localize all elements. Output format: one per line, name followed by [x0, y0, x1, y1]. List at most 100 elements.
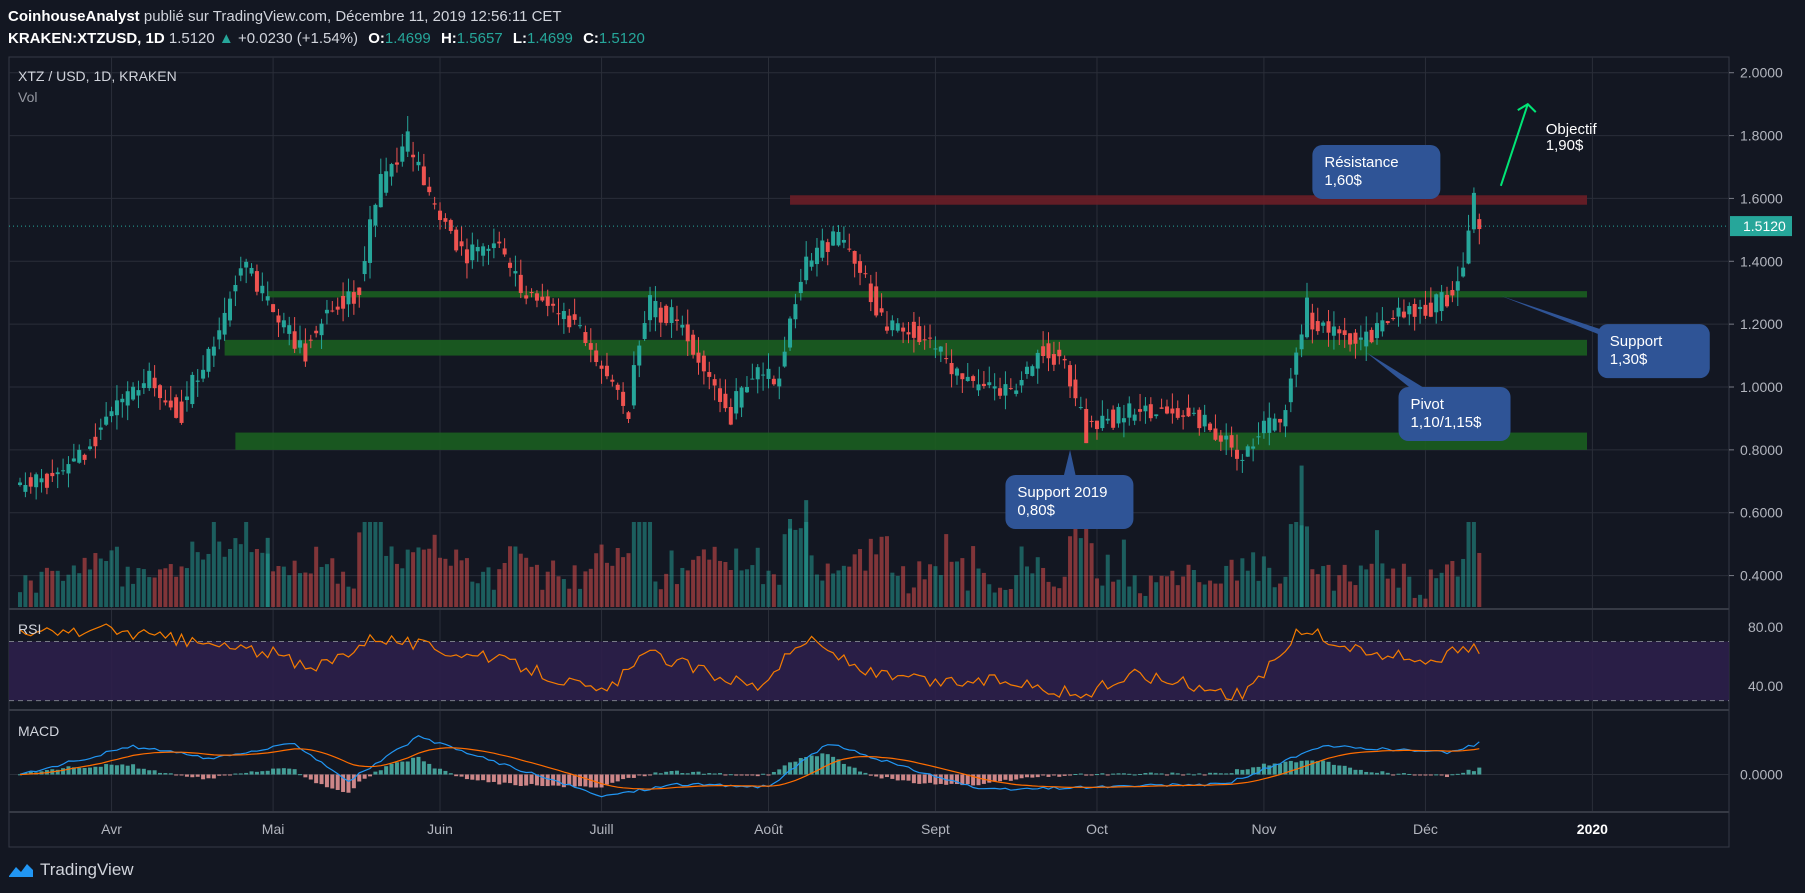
- candle-down: [432, 203, 437, 205]
- candle-up: [766, 368, 771, 379]
- volume-bar: [163, 568, 168, 607]
- volume-bar: [664, 573, 669, 607]
- volume-bar: [1089, 543, 1094, 607]
- candle-down: [583, 332, 588, 343]
- candle-up: [141, 383, 146, 388]
- macd-histogram-bar: [411, 757, 416, 775]
- tradingview-logo-icon[interactable]: [8, 861, 34, 879]
- volume-bar: [631, 522, 636, 607]
- candle-up: [750, 378, 755, 380]
- volume-bar: [1455, 576, 1460, 607]
- volume-bar: [411, 552, 416, 607]
- candle-up: [954, 368, 959, 376]
- candle-up: [195, 380, 200, 382]
- macd-histogram-bar: [1008, 774, 1013, 781]
- x-tick-label: Mai: [262, 821, 285, 837]
- candle-up: [346, 291, 351, 305]
- candle-up: [23, 484, 28, 492]
- candle-down: [464, 249, 469, 264]
- callout-box-resistance: [1312, 145, 1441, 199]
- candle-down: [874, 286, 879, 316]
- macd-histogram-bar: [1229, 773, 1234, 775]
- candle-up: [486, 248, 491, 251]
- candle-down: [567, 315, 572, 328]
- candle-down: [529, 292, 534, 294]
- macd-histogram-bar: [621, 774, 626, 780]
- candle-down: [82, 454, 87, 460]
- symbol-name[interactable]: KRAKEN:XTZUSD, 1D: [8, 30, 165, 47]
- macd-histogram-bar: [1418, 774, 1423, 776]
- macd-histogram-bar: [658, 773, 663, 775]
- macd-histogram-bar: [71, 767, 76, 775]
- publisher-name[interactable]: CoinhouseAnalyst: [8, 8, 140, 25]
- macd-histogram-bar: [949, 774, 954, 784]
- candle-down: [534, 293, 539, 301]
- macd-histogram-bar: [696, 771, 701, 775]
- candle-down: [1450, 289, 1455, 296]
- macd-histogram-bar: [960, 774, 965, 786]
- candle-down: [707, 372, 712, 377]
- candle-up: [1116, 406, 1121, 424]
- low-label: L:: [512, 30, 528, 47]
- candle-down: [691, 334, 696, 355]
- candle-up: [836, 231, 841, 246]
- macd-histogram-bar: [1374, 772, 1379, 775]
- candle-down: [1218, 435, 1223, 442]
- volume-bar: [696, 556, 701, 607]
- volume-bar: [669, 550, 674, 607]
- zone-resistance: [790, 195, 1587, 205]
- volume-bar: [1138, 593, 1143, 607]
- tradingview-brand[interactable]: TradingView: [40, 860, 134, 879]
- candle-up: [1439, 292, 1444, 312]
- macd-histogram-bar: [1444, 774, 1449, 778]
- candle-up: [1078, 407, 1083, 409]
- macd-histogram-bar: [1186, 773, 1191, 775]
- macd-histogram-bar: [1127, 773, 1132, 775]
- macd-histogram-bar: [841, 763, 846, 775]
- macd-histogram-bar: [847, 766, 852, 775]
- candle-down: [1229, 435, 1234, 448]
- candles-layer[interactable]: [18, 116, 1482, 500]
- macd-histogram-bar: [1024, 774, 1029, 778]
- volume-bar: [1283, 576, 1288, 607]
- close-value: 1.5120: [598, 30, 645, 47]
- volume-bar: [1380, 563, 1385, 607]
- macd-histogram-bar: [1353, 769, 1358, 775]
- volume-bar: [1326, 564, 1331, 607]
- macd-histogram-bar: [1304, 760, 1309, 775]
- candle-down: [508, 262, 513, 268]
- macd-histogram-bar: [664, 771, 669, 775]
- price-tick-label: 2.0000: [1740, 65, 1783, 81]
- volume-bar: [292, 560, 297, 607]
- candle-down: [1008, 388, 1013, 390]
- macd-histogram-bar: [88, 767, 93, 775]
- candle-down: [179, 401, 184, 423]
- macd-histogram-bar: [701, 773, 706, 775]
- macd-histogram-bar: [1256, 766, 1261, 775]
- candle-up: [378, 174, 383, 208]
- volume-bar: [319, 566, 324, 607]
- high-value: 1.5657: [456, 30, 503, 47]
- volume-bar: [1401, 563, 1406, 607]
- macd-histogram-bar: [195, 774, 200, 777]
- volume-bar: [50, 570, 55, 607]
- volume-bar: [556, 576, 561, 607]
- macd-histogram-bar: [174, 774, 179, 776]
- macd-histogram-bar: [1477, 767, 1482, 775]
- candle-up: [71, 458, 76, 462]
- macd-histogram-bar: [1407, 773, 1412, 775]
- volume-bar: [588, 568, 593, 607]
- last-price-badge: [1730, 216, 1792, 237]
- rsi-pane: 80.00 40.00: [9, 619, 1783, 702]
- candle-up: [104, 416, 109, 425]
- candle-down: [728, 406, 733, 425]
- candle-up: [1030, 366, 1035, 376]
- macd-histogram-bar: [1294, 762, 1299, 775]
- volume-bar: [992, 592, 997, 607]
- candle-up: [1154, 414, 1159, 417]
- rsi-line: [19, 623, 1480, 701]
- candle-down: [879, 308, 884, 313]
- candle-down: [1170, 408, 1175, 414]
